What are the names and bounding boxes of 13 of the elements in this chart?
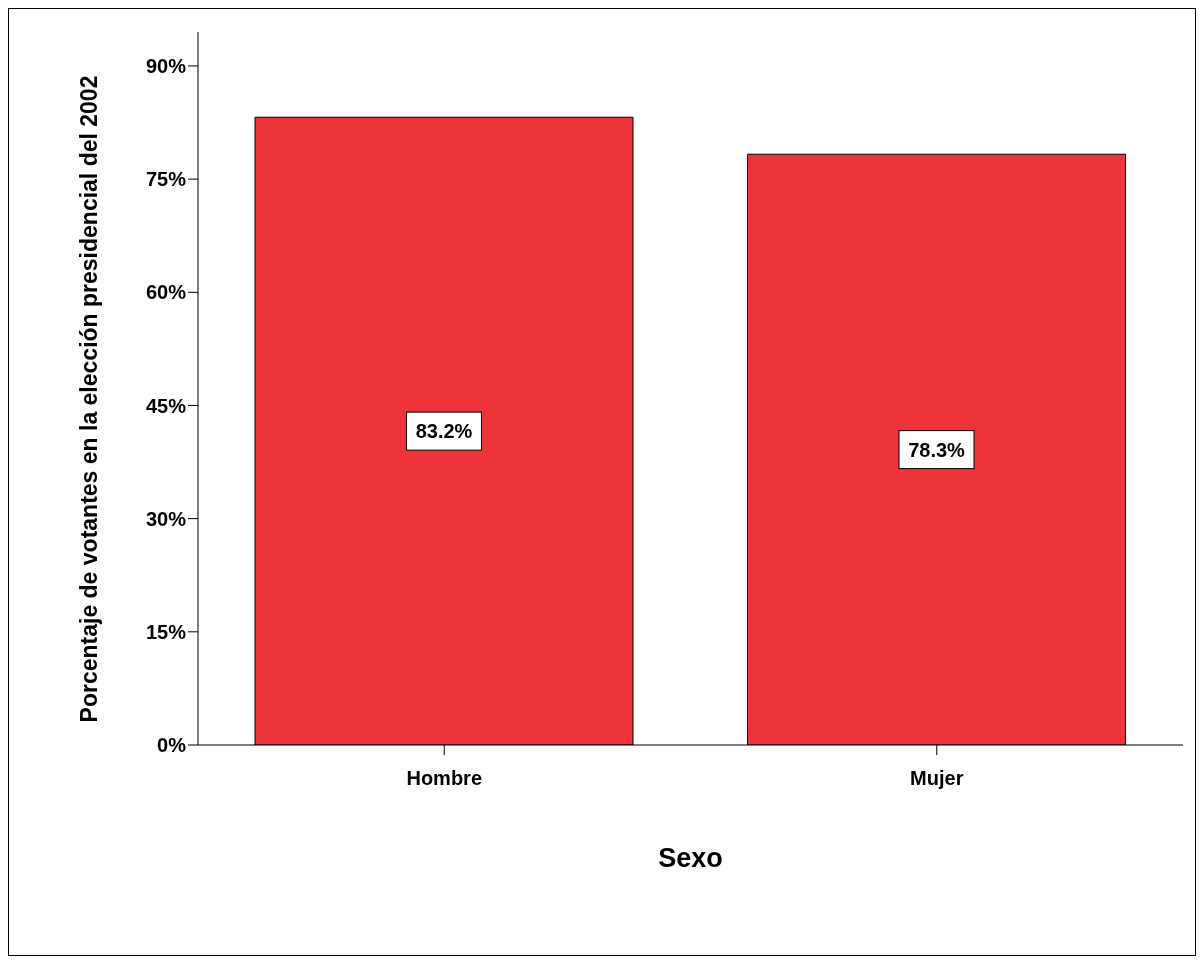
y-tick-label: 75% bbox=[145, 168, 187, 191]
y-tick-label: 90% bbox=[145, 55, 187, 78]
data-label: 83.2% bbox=[415, 420, 473, 443]
y-tick-label: 15% bbox=[145, 620, 187, 643]
x-tick-label: Hombre bbox=[406, 767, 483, 790]
y-tick-label: 30% bbox=[145, 507, 187, 530]
data-label: 78.3% bbox=[908, 438, 966, 461]
y-tick-label: 0% bbox=[157, 734, 187, 757]
x-tick-label: Mujer bbox=[910, 767, 964, 790]
y-tick-label: 45% bbox=[145, 394, 187, 417]
y-axis-title: Porcentaje de votantes en la elección presidencial del 2002 bbox=[75, 74, 103, 725]
x-axis-title: Sexo bbox=[658, 843, 723, 873]
y-tick-label: 60% bbox=[145, 281, 187, 304]
